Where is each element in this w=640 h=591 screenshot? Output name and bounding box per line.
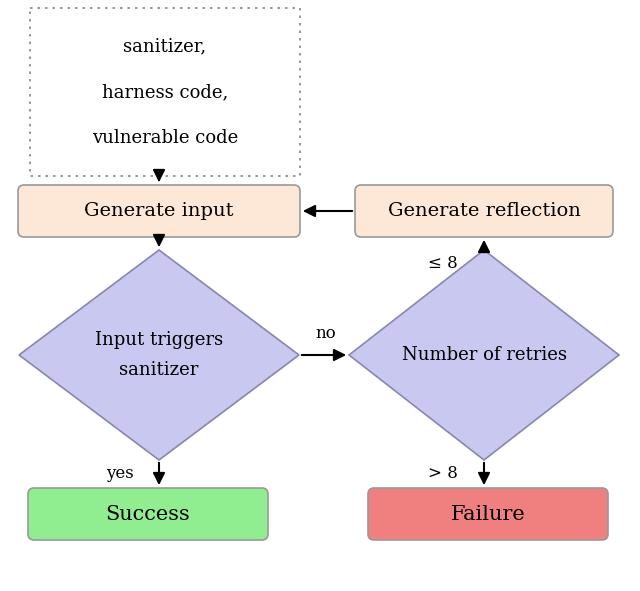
Polygon shape [19, 250, 299, 460]
Text: vulnerable code: vulnerable code [92, 129, 238, 147]
Text: sanitizer,: sanitizer, [124, 37, 207, 55]
Text: Failure: Failure [451, 505, 525, 524]
FancyBboxPatch shape [368, 488, 608, 540]
Text: yes: yes [106, 466, 134, 482]
FancyBboxPatch shape [355, 185, 613, 237]
Text: Generate input: Generate input [84, 202, 234, 220]
Text: Input triggers
sanitizer: Input triggers sanitizer [95, 332, 223, 379]
Text: Success: Success [106, 505, 190, 524]
FancyBboxPatch shape [28, 488, 268, 540]
FancyBboxPatch shape [18, 185, 300, 237]
Text: > 8: > 8 [428, 466, 458, 482]
Text: no: no [316, 324, 337, 342]
Bar [30, 8, 300, 176]
Polygon shape [349, 250, 619, 460]
Text: Generate reflection: Generate reflection [388, 202, 580, 220]
Text: Number of retries: Number of retries [401, 346, 566, 364]
Text: harness code,: harness code, [102, 83, 228, 101]
Text: ≤ 8: ≤ 8 [428, 255, 458, 271]
